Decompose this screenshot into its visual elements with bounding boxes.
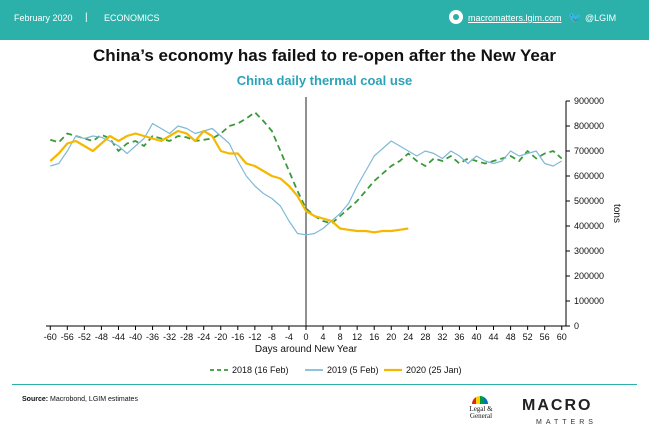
y-tick-label: 400000 [574,221,604,231]
x-tick-label: -52 [78,332,91,342]
y-axis-label: tons [611,204,622,223]
x-tick-label: 36 [454,332,464,342]
x-tick-label: 28 [420,332,430,342]
x-tick-label: -32 [163,332,176,342]
umbrella-icon [472,396,488,404]
x-tick-label: 56 [540,332,550,342]
macro-logo-text: MACRO [522,397,593,414]
x-tick-label: 20 [386,332,396,342]
x-tick-label: 44 [489,332,499,342]
x-tick-label: -28 [180,332,193,342]
website-link[interactable]: macromatters.lgim.com [468,13,562,23]
x-tick-label: 0 [303,332,308,342]
x-tick-label: -36 [146,332,159,342]
header-bar: February 2020 | ECONOMICS macromatters.l… [0,0,649,40]
footer-divider [12,384,637,385]
x-tick-label: -44 [112,332,125,342]
source-text: Macrobond, LGIM estimates [50,396,138,403]
x-axis-label: Days around New Year [255,344,358,355]
legal-general-logo: Legal & General [462,396,500,426]
chart-title: China daily thermal coal use [236,73,413,88]
source-note: Source: Macrobond, LGIM estimates [22,396,138,403]
y-tick-label: 900000 [574,96,604,106]
x-tick-label: 24 [403,332,413,342]
y-tick-label: 100000 [574,296,604,306]
y-tick-label: 0 [574,321,579,331]
page-title: China’s economy has failed to re-open af… [93,46,556,65]
lg-line-2: General [469,412,493,420]
legal-general-text: Legal & General [462,406,500,420]
x-tick-label: 48 [506,332,516,342]
x-tick-label: -12 [248,332,261,342]
x-tick-label: 32 [437,332,447,342]
twitter-handle[interactable]: @LGIM [585,13,617,23]
y-tick-label: 300000 [574,246,604,256]
x-tick-label: -40 [129,332,142,342]
x-tick-label: 40 [471,332,481,342]
x-tick-label: -56 [61,332,74,342]
x-tick-label: -4 [285,332,293,342]
series-line-2020 [49,129,409,234]
series-line-2019 [50,122,563,236]
x-tick-label: 4 [321,332,326,342]
legend-label: 2020 (25 Jan) [406,365,462,375]
source-label: Source: [22,396,49,403]
y-tick-label: 700000 [574,146,604,156]
y-tick-label: 500000 [574,196,604,206]
y-tick-label: 800000 [574,121,604,131]
twitter-bird-icon: 🐦 [568,12,582,24]
y-tick-label: 600000 [574,171,604,181]
x-tick-label: -16 [231,332,244,342]
x-tick-label: 60 [557,332,567,342]
header-separator: | [85,12,88,23]
x-tick-label: -20 [214,332,227,342]
x-tick-label: -48 [95,332,108,342]
globe-icon [449,10,463,24]
legend-label: 2018 (16 Feb) [232,365,289,375]
y-tick-label: 200000 [574,271,604,281]
x-tick-label: -8 [268,332,276,342]
x-tick-label: 8 [338,332,343,342]
header-section: ECONOMICS [104,13,160,23]
x-tick-label: 12 [352,332,362,342]
header-date: February 2020 [14,13,73,23]
lg-line-1: Legal & [469,405,493,413]
x-tick-label: 52 [523,332,533,342]
matters-logo-text: MATTERS [536,419,597,426]
series-line-2018 [50,111,563,225]
x-tick-label: -24 [197,332,210,342]
legend-label: 2019 (5 Feb) [327,365,379,375]
x-tick-label: 16 [369,332,379,342]
x-tick-label: -60 [44,332,57,342]
